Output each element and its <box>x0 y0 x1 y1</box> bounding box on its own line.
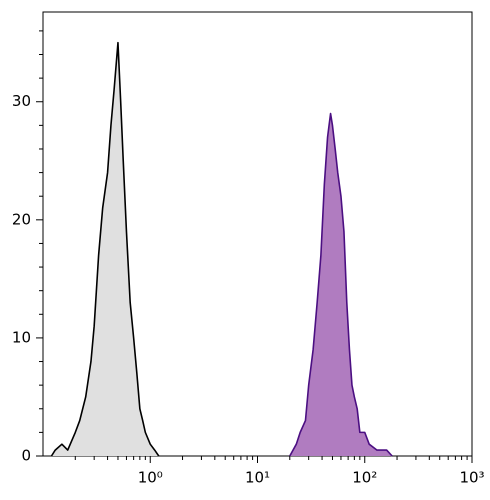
y-tick-label: 20 <box>12 210 31 228</box>
histogram-area <box>289 113 393 457</box>
histogram-outline <box>289 112 393 457</box>
histogram-area <box>51 42 159 456</box>
x-tick-label: 10⁰ <box>138 469 163 487</box>
y-tick-label: 0 <box>21 447 31 465</box>
x-tick-label: 10¹ <box>245 469 270 487</box>
x-tick-label: 10³ <box>459 469 484 487</box>
x-tick-label: 10² <box>352 469 377 487</box>
y-tick-label: 30 <box>12 92 31 110</box>
y-tick-label: 10 <box>12 328 31 346</box>
histogram-outline <box>50 41 160 457</box>
